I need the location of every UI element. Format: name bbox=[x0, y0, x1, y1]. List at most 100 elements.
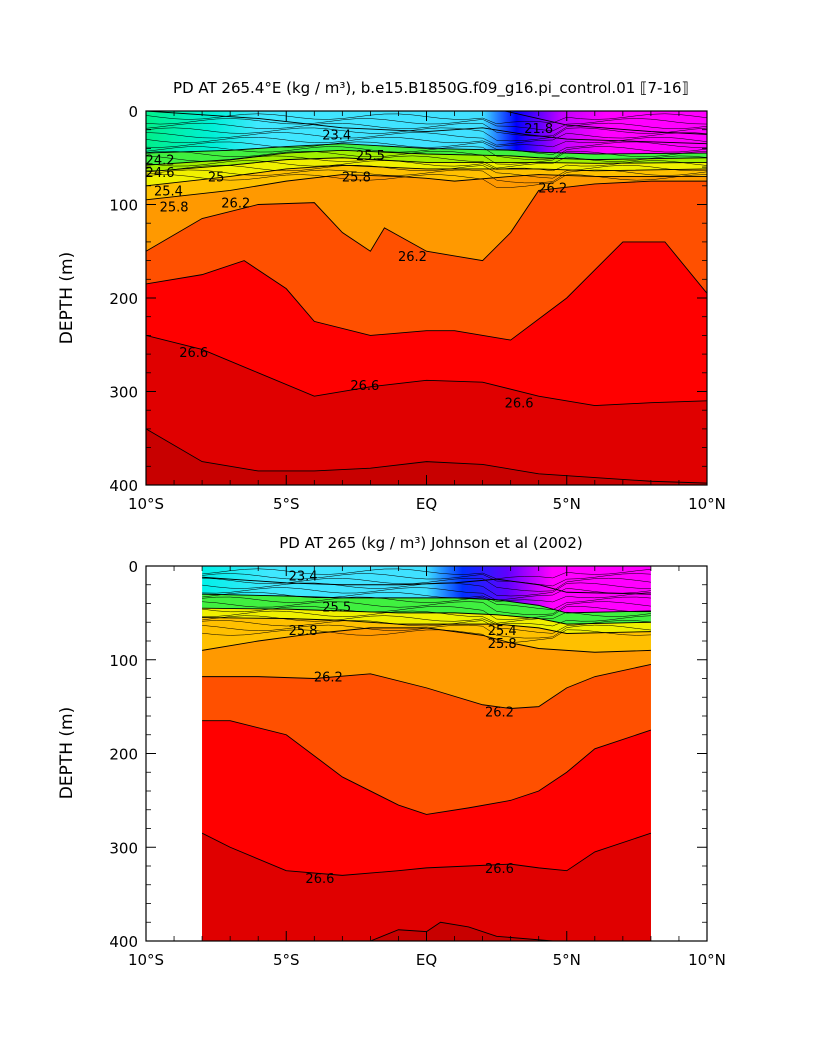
chart-title-observed: PD AT 265 (kg / m³) Johnson et al (2002) bbox=[279, 534, 582, 552]
isopycnal-26-2 bbox=[202, 663, 651, 709]
isopycnal-23-4 bbox=[146, 111, 707, 145]
y-axis-label-model: DEPTH (m) bbox=[57, 252, 77, 344]
isopycnal-26-4 bbox=[202, 720, 651, 815]
fine-contour bbox=[202, 592, 651, 603]
contour-label: 26.6 bbox=[485, 862, 514, 877]
x-tick-label: 10°N bbox=[688, 495, 726, 513]
contour-label: 26.6 bbox=[305, 872, 334, 887]
fine-contour bbox=[146, 132, 707, 146]
y-axis-label-observed: DEPTH (m) bbox=[57, 707, 77, 799]
isopycnal-21-8 bbox=[504, 111, 707, 135]
y-tick-label: 400 bbox=[109, 477, 138, 495]
fine-contour bbox=[146, 122, 707, 137]
fine-contour bbox=[202, 577, 651, 592]
density-band-26-6 bbox=[202, 833, 651, 941]
contour-labels-observed: 23.425.826.226.226.626.625.425.825.5 bbox=[289, 569, 517, 887]
fine-contour bbox=[146, 155, 707, 169]
y-tick-label: 100 bbox=[109, 652, 138, 670]
contour-label: 23.4 bbox=[289, 569, 318, 584]
isopycnal-26-6 bbox=[146, 334, 707, 406]
fine-contour bbox=[146, 160, 707, 172]
contour-label: 25.8 bbox=[160, 200, 189, 215]
isopycnal-26-4 bbox=[146, 241, 707, 341]
contour-label: 25.5 bbox=[322, 600, 351, 615]
contour-label: 24.2 bbox=[146, 154, 175, 169]
fine-contour bbox=[146, 118, 707, 132]
contour-label: 25.4 bbox=[488, 624, 517, 639]
x-tick-label: EQ bbox=[416, 495, 437, 513]
fine-contour bbox=[146, 141, 707, 155]
y-tick-label: 300 bbox=[109, 839, 138, 857]
isopycnal-25-8 bbox=[146, 174, 707, 201]
y-tick-label: 200 bbox=[109, 746, 138, 764]
fine-contour bbox=[202, 587, 651, 601]
y-tick-label: 0 bbox=[128, 558, 138, 576]
x-tick-label: EQ bbox=[416, 951, 437, 969]
isopycnal-26-8 bbox=[146, 428, 707, 484]
contour-label: 21.8 bbox=[524, 122, 553, 137]
y-tick-label: 200 bbox=[109, 290, 138, 308]
fine-contour bbox=[202, 629, 651, 644]
fine-contour bbox=[202, 601, 651, 615]
contour-label: 25.8 bbox=[488, 637, 517, 652]
filled-contours-observed bbox=[202, 566, 651, 941]
isopycnal-26-2 bbox=[146, 180, 707, 262]
isopycnal-26-8 bbox=[370, 921, 553, 941]
x-tick-label: 5°N bbox=[553, 495, 581, 513]
isopycnal-24-2 bbox=[146, 143, 707, 155]
fine-contour bbox=[146, 136, 707, 148]
fine-contour bbox=[202, 573, 651, 587]
chart-panel-observed: PD AT 265 (kg / m³) Johnson et al (2002)… bbox=[57, 534, 726, 969]
x-tick-label: 10°S bbox=[128, 951, 164, 969]
fine-contour bbox=[146, 127, 707, 142]
isopycnal-25-4 bbox=[146, 164, 707, 187]
x-tick-label: 5°N bbox=[553, 951, 581, 969]
fine-contour bbox=[146, 164, 707, 179]
contour-label: 25.8 bbox=[289, 624, 318, 639]
contour-label: 25.5 bbox=[356, 149, 385, 164]
isopycnal-25 bbox=[146, 157, 707, 173]
contour-label: 25.8 bbox=[342, 170, 371, 185]
fine-contour bbox=[202, 582, 651, 597]
fine-contour bbox=[146, 146, 707, 160]
fine-contour bbox=[202, 606, 651, 620]
fine-contour bbox=[202, 620, 651, 634]
fine-contour bbox=[202, 596, 651, 610]
axes-observed: 10°S 5°S EQ 5°N 10°N 0 100 200 300 400 bbox=[109, 558, 726, 969]
y-tick-label: 300 bbox=[109, 384, 138, 402]
chart-title-model: PD AT 265.4°E (kg / m³), b.e15.B1850G.f0… bbox=[173, 79, 689, 98]
fine-contour bbox=[146, 150, 707, 165]
contour-label: 25 bbox=[208, 170, 225, 185]
y-tick-label: 400 bbox=[109, 933, 138, 951]
contour-label: 26.2 bbox=[314, 671, 343, 686]
isopycnal-23-4 bbox=[202, 576, 651, 595]
contour-label: 26.2 bbox=[538, 182, 567, 197]
fine-contour bbox=[202, 615, 651, 627]
contour-label: 26.2 bbox=[221, 197, 250, 212]
isopycnal-25-4 bbox=[202, 617, 651, 634]
contour-lines-model bbox=[146, 111, 707, 484]
chart-panel-model: PD AT 265.4°E (kg / m³), b.e15.B1850G.f0… bbox=[57, 79, 726, 513]
y-tick-label: 0 bbox=[128, 103, 138, 121]
fine-contour bbox=[146, 174, 707, 188]
isopycnal-24-6 bbox=[146, 149, 707, 166]
fine-contour bbox=[202, 624, 651, 639]
filled-contours-model bbox=[146, 111, 707, 485]
contour-label: 26.6 bbox=[505, 397, 534, 412]
axes-model: 10°S 5°S EQ 5°N 10°N 0 100 200 300 400 bbox=[109, 103, 726, 513]
isopycnal-26-6 bbox=[202, 832, 651, 876]
contour-label: 26.2 bbox=[398, 250, 427, 265]
contour-label: 26.2 bbox=[485, 705, 514, 720]
contour-label: 23.4 bbox=[322, 128, 351, 143]
contour-label: 26.6 bbox=[350, 379, 379, 394]
isopycnal-25 bbox=[202, 607, 651, 625]
y-tick-label: 100 bbox=[109, 197, 138, 215]
fine-contour bbox=[146, 169, 707, 184]
x-tick-label: 10°N bbox=[688, 951, 726, 969]
density-band-26-6 bbox=[146, 335, 707, 485]
fine-contour bbox=[202, 610, 651, 624]
contour-label: 26.6 bbox=[179, 346, 208, 361]
x-tick-label: 5°S bbox=[273, 495, 300, 513]
isopycnal-25-8 bbox=[202, 627, 651, 653]
